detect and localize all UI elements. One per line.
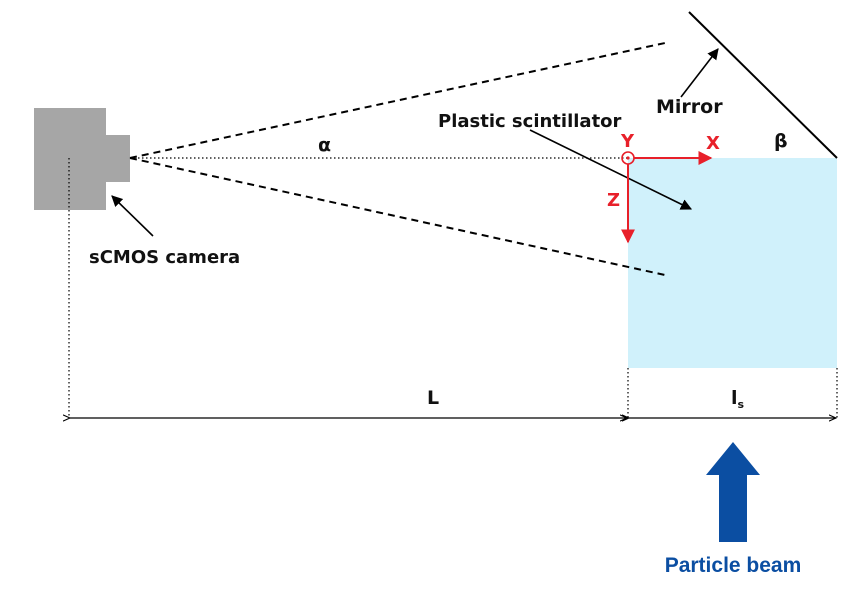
camera-pointer-arrow	[111, 195, 154, 237]
beta-label: β	[774, 130, 788, 152]
length-ls-main: l	[731, 387, 738, 409]
coordinate-axes	[621, 151, 713, 244]
fov-upper-line	[129, 42, 666, 159]
alpha-label: α	[318, 134, 331, 156]
scintillator-pointer-arrow	[529, 129, 693, 210]
plastic-scintillator-block	[628, 158, 837, 368]
mirror-line	[688, 11, 838, 159]
particle-beam-label: Particle beam	[665, 554, 802, 577]
z-axis-label: Z	[607, 190, 620, 211]
fov-lower-line	[129, 157, 666, 276]
mirror-pointer-arrow	[680, 48, 719, 98]
camera-label: sCMOS camera	[89, 247, 240, 268]
y-axis-out-of-plane-icon	[621, 151, 635, 165]
scmos-camera	[34, 108, 130, 210]
x-axis-label: X	[706, 133, 720, 154]
mirror-label: Mirror	[656, 96, 723, 118]
distance-L-label: L	[427, 387, 439, 409]
length-ls-label: ls	[731, 387, 745, 411]
y-axis-label: Y	[620, 131, 635, 152]
length-ls-subscript: s	[738, 398, 745, 411]
particle-beam-arrow-icon	[706, 442, 760, 542]
scintillator-label: Plastic scintillator	[438, 111, 622, 132]
